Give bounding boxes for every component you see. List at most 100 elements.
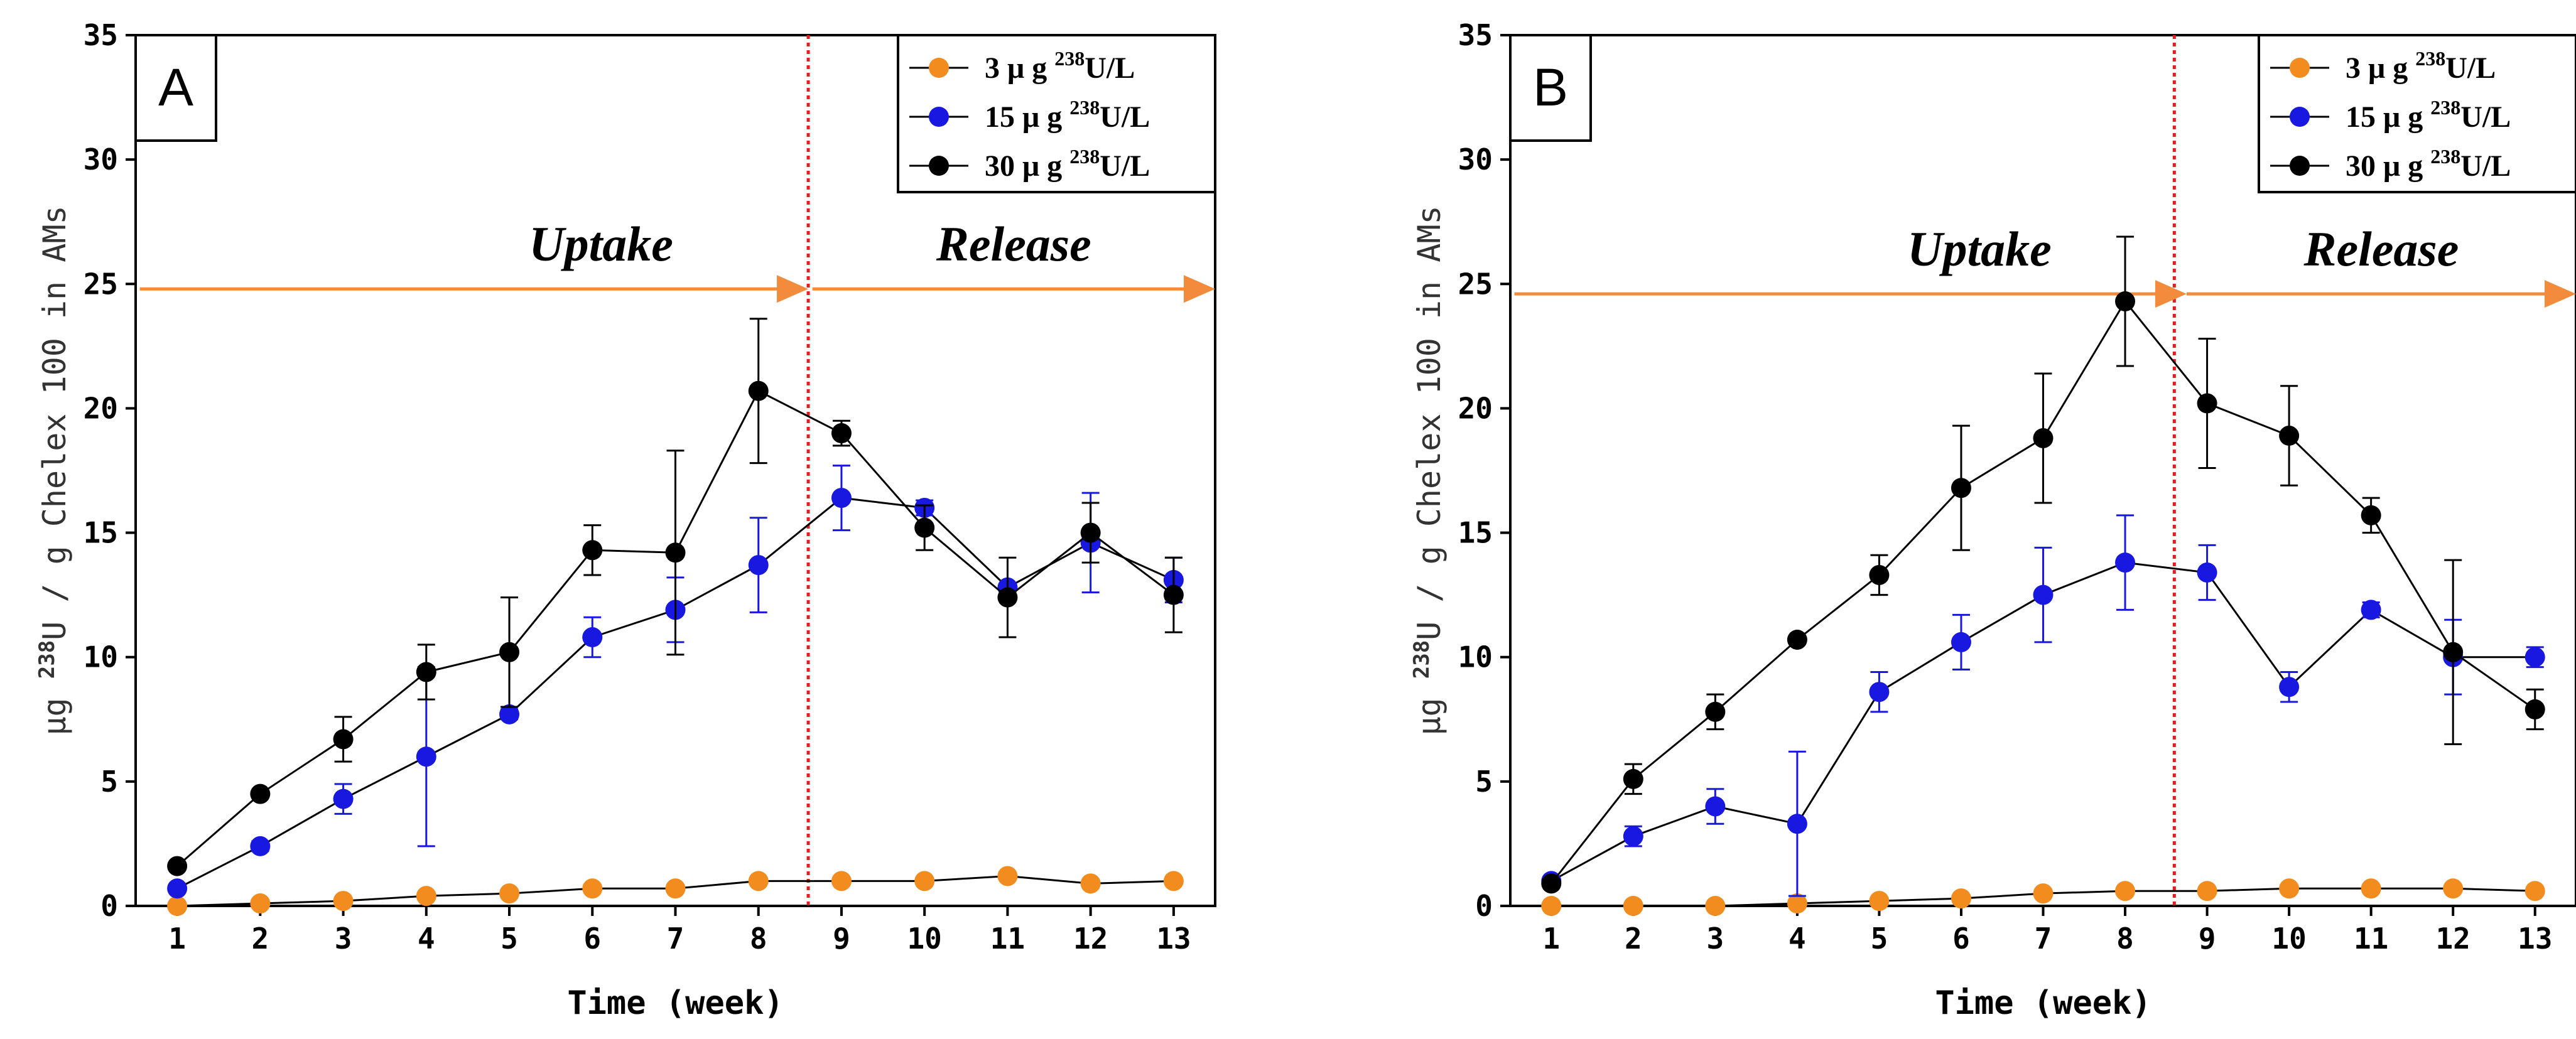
x-tick-label: 11: [990, 922, 1025, 956]
data-point: [2361, 505, 2381, 525]
x-tick-label: 3: [335, 922, 352, 956]
data-point: [2443, 642, 2464, 662]
legend-entry: 15 μ g 238U/L: [985, 96, 1150, 134]
y-tick-label: 30: [1458, 143, 1493, 176]
y-tick-label: 10: [1458, 640, 1493, 674]
x-tick-label: 2: [251, 922, 269, 956]
data-point: [2033, 428, 2054, 448]
x-tick-label: 6: [583, 922, 601, 956]
x-tick-label: 5: [501, 922, 518, 956]
y-tick-label: 30: [84, 143, 118, 176]
phase-label-release: Release: [936, 217, 1091, 271]
x-tick-label: 8: [750, 922, 767, 956]
data-point: [2361, 600, 2381, 620]
data-point: [2197, 881, 2217, 902]
legend-marker: [2290, 107, 2310, 127]
data-point: [665, 878, 686, 899]
data-point: [1787, 629, 1807, 650]
x-tick-label: 1: [1542, 922, 1560, 956]
data-point: [333, 789, 354, 809]
y-tick-label: 10: [84, 640, 118, 674]
data-point: [2115, 291, 2136, 312]
x-tick-label: 13: [2518, 922, 2552, 956]
data-point: [499, 642, 520, 662]
data-point: [416, 746, 436, 767]
x-tick-label: 4: [418, 922, 435, 956]
y-tick-label: 25: [84, 267, 118, 301]
y-tick-label: 20: [1458, 391, 1493, 425]
series-0: [167, 866, 1184, 916]
data-point: [1623, 768, 1643, 789]
y-tick-label: 25: [1458, 267, 1493, 301]
data-point: [1951, 888, 1971, 909]
data-point: [2525, 881, 2545, 902]
data-point: [2525, 699, 2545, 719]
y-tick-label: 5: [100, 765, 118, 799]
data-point: [2115, 552, 2136, 573]
data-point: [582, 627, 603, 648]
data-point: [1787, 893, 1807, 914]
data-point: [416, 662, 436, 682]
data-point: [1787, 814, 1807, 834]
data-point: [2279, 677, 2300, 697]
y-tick-label: 15: [84, 516, 118, 550]
legend-entry: 30 μ g 238U/L: [2346, 145, 2511, 183]
legend-entry: 3 μ g 238U/L: [2346, 47, 2496, 85]
x-tick-label: 13: [1156, 922, 1191, 956]
legend: 3 μ g 238U/L 15 μ g 238U/L 30 μ g 238U/L: [2258, 34, 2576, 193]
data-point: [748, 555, 769, 576]
x-tick-label: 9: [833, 922, 850, 956]
data-point: [2525, 647, 2545, 667]
data-point: [914, 517, 935, 538]
x-tick-label: 7: [2035, 922, 2052, 956]
x-tick-label: 10: [907, 922, 941, 956]
data-point: [1869, 682, 1890, 703]
data-point: [748, 871, 769, 891]
x-axis-title: Time (week): [567, 984, 783, 1022]
data-point: [1623, 826, 1643, 847]
phase-arrow-head: [1184, 275, 1215, 303]
series-0: [1541, 878, 2545, 916]
x-axis-title: Time (week): [1935, 984, 2151, 1022]
legend-entry: 3 μ g 238U/L: [985, 47, 1135, 85]
x-tick-label: 8: [2116, 922, 2134, 956]
data-point: [250, 783, 271, 804]
data-point: [1951, 478, 1971, 498]
data-point: [582, 878, 603, 899]
data-point: [2197, 393, 2217, 414]
y-tick-label: 5: [1475, 765, 1493, 799]
data-point: [1080, 873, 1101, 894]
data-point: [997, 866, 1018, 886]
data-point: [1623, 896, 1643, 916]
data-point: [333, 891, 354, 912]
y-tick-label: 15: [1458, 516, 1493, 550]
x-tick-label: 9: [2199, 922, 2216, 956]
x-tick-label: 12: [2435, 922, 2470, 956]
data-point: [2279, 426, 2300, 446]
series-1: [1541, 514, 2545, 897]
x-tick-label: 5: [1871, 922, 1888, 956]
panel-letter: B: [1533, 58, 1568, 117]
legend-marker: [929, 58, 949, 78]
data-point: [167, 878, 188, 899]
y-tick-label: 20: [84, 391, 118, 425]
data-point: [2033, 883, 2054, 904]
data-point: [1869, 564, 1890, 585]
data-point: [2279, 878, 2300, 899]
panel-letter-box: [1509, 34, 1592, 142]
data-point: [2033, 584, 2054, 605]
data-point: [582, 540, 603, 561]
legend-marker: [929, 156, 949, 176]
legend-marker: [929, 107, 949, 127]
series-2: [167, 318, 1184, 876]
legend-marker: [2290, 156, 2310, 176]
data-point: [831, 423, 852, 444]
data-point: [416, 886, 436, 907]
data-point: [2197, 562, 2217, 583]
data-point: [167, 896, 188, 916]
phase-label-release: Release: [2303, 222, 2459, 276]
data-point: [831, 488, 852, 509]
